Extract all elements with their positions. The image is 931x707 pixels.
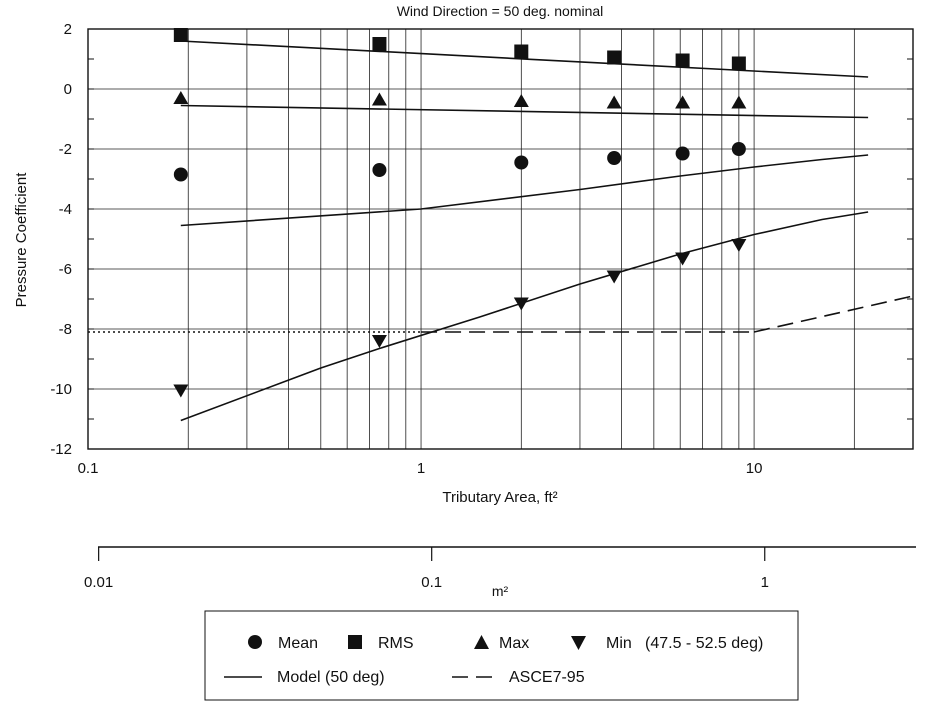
mean-point [731, 142, 746, 156]
y-tick-label: 0 [64, 81, 72, 98]
legend: Mean RMS Max Min (47.5 - 52.5 deg) Model… [204, 610, 799, 701]
legend-mean-marker [248, 635, 262, 649]
legend-box [204, 610, 799, 701]
min-point [675, 252, 691, 266]
secondary-axis: 0.01 0.1 1 [84, 546, 916, 591]
secondary-axis-label: m² [492, 583, 509, 599]
asce-dashed-line [753, 295, 914, 333]
mean-point [173, 167, 188, 182]
legend-model-label: Model (50 deg) [277, 669, 385, 686]
rms-point [372, 37, 387, 51]
max-point [606, 95, 622, 109]
rms-point [514, 44, 529, 59]
rms-point [675, 53, 690, 68]
y-tick-label: -12 [50, 441, 72, 458]
rms-point [607, 50, 622, 65]
rms-point [173, 28, 188, 42]
model-line [180, 211, 869, 422]
secondary-tick-label: 0.01 [84, 574, 113, 591]
legend-mean-label: Mean [278, 635, 318, 652]
axes: 2 0 -2 -4 -6 -8 -10 -12 0.1 1 10 [50, 21, 914, 477]
plot-frame [87, 28, 914, 450]
y-axis-label: Pressure Coefficient [13, 172, 30, 308]
secondary-tick-label: 0.1 [421, 574, 442, 591]
legend-min-note: (47.5 - 52.5 deg) [645, 635, 763, 652]
model-lines [88, 40, 914, 422]
model-line [180, 104, 869, 119]
data-markers [173, 28, 747, 398]
x-tick-label: 0.1 [78, 460, 99, 477]
max-point [173, 91, 189, 104]
y-tick-label: 2 [64, 21, 72, 38]
y-tick-label: -8 [59, 321, 72, 338]
legend-rms-label: RMS [378, 635, 414, 652]
rms-point [731, 56, 746, 71]
y-tick-label: -4 [59, 201, 72, 218]
x-tick-label: 1 [417, 460, 425, 477]
legend-min-label: Min [606, 635, 632, 652]
max-point [371, 92, 387, 106]
legend-max-label: Max [499, 635, 529, 652]
chart-title: Wind Direction = 50 deg. nominal [397, 3, 604, 19]
x-axis-label: Tributary Area, ft² [442, 489, 557, 506]
x-tick-label: 10 [746, 460, 763, 477]
mean-point [607, 151, 622, 165]
y-tick-label: -10 [50, 381, 72, 398]
mean-point [514, 155, 529, 170]
legend-asce-label: ASCE7-95 [509, 669, 585, 686]
min-point [173, 384, 189, 398]
max-point [731, 95, 747, 109]
min-point [513, 297, 529, 311]
max-point [513, 94, 529, 107]
min-point [731, 239, 747, 252]
secondary-tick-label: 1 [761, 574, 769, 591]
min-point [371, 335, 387, 348]
mean-point [372, 163, 387, 177]
y-tick-label: -6 [59, 261, 72, 278]
legend-max-marker [474, 635, 489, 649]
legend-rms-marker [348, 635, 362, 649]
mean-point [675, 146, 690, 161]
model-line [180, 154, 869, 227]
model-line [180, 40, 869, 78]
max-point [675, 95, 691, 109]
legend-min-marker [571, 636, 586, 650]
grid [87, 28, 914, 450]
min-point [606, 270, 622, 284]
y-tick-label: -2 [59, 141, 72, 158]
